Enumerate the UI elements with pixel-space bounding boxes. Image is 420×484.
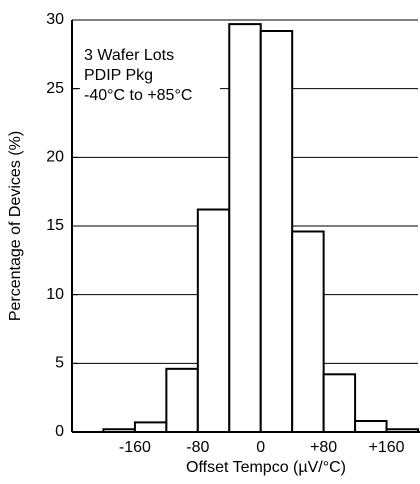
x-axis-label: Offset Tempco (µV/°C) — [186, 459, 346, 476]
y-tick-label: 20 — [46, 149, 64, 166]
histogram-bar — [196, 208, 231, 433]
annotation-line: -40°C to +85°C — [84, 87, 192, 104]
annotation: 3 Wafer Lots PDIP Pkg -40°C to +85°C — [80, 44, 220, 114]
annotation-background — [80, 44, 220, 114]
x-tick-label: -160 — [119, 439, 151, 456]
annotation-line: 3 Wafer Lots — [84, 47, 174, 64]
y-tick-label: 25 — [46, 80, 64, 97]
histogram-bar — [291, 230, 325, 433]
y-tick-label: 10 — [46, 286, 64, 303]
histogram-bar — [259, 29, 294, 434]
annotation-line: PDIP Pkg — [84, 67, 153, 84]
y-tick-label: 15 — [46, 217, 64, 234]
histogram-bar — [228, 23, 262, 434]
bars — [102, 23, 419, 434]
histogram-bar — [133, 421, 168, 433]
y-tick-label: 0 — [55, 423, 64, 440]
histogram-bar — [322, 373, 357, 434]
histogram-bar — [165, 367, 199, 433]
histogram-bar — [354, 420, 388, 434]
y-tick-label: 5 — [55, 355, 64, 372]
axes: 0 5 10 15 20 25 30 -160 -80 0 +80 +160 — [46, 11, 420, 456]
x-tick-label: -80 — [186, 439, 209, 456]
x-tick-label: +160 — [369, 439, 405, 456]
x-tick-label: +80 — [310, 439, 337, 456]
y-axis-label: Percentage of Devices (%) — [7, 131, 24, 321]
x-tick-label: 0 — [256, 439, 265, 456]
y-tick-label: 30 — [46, 11, 64, 28]
